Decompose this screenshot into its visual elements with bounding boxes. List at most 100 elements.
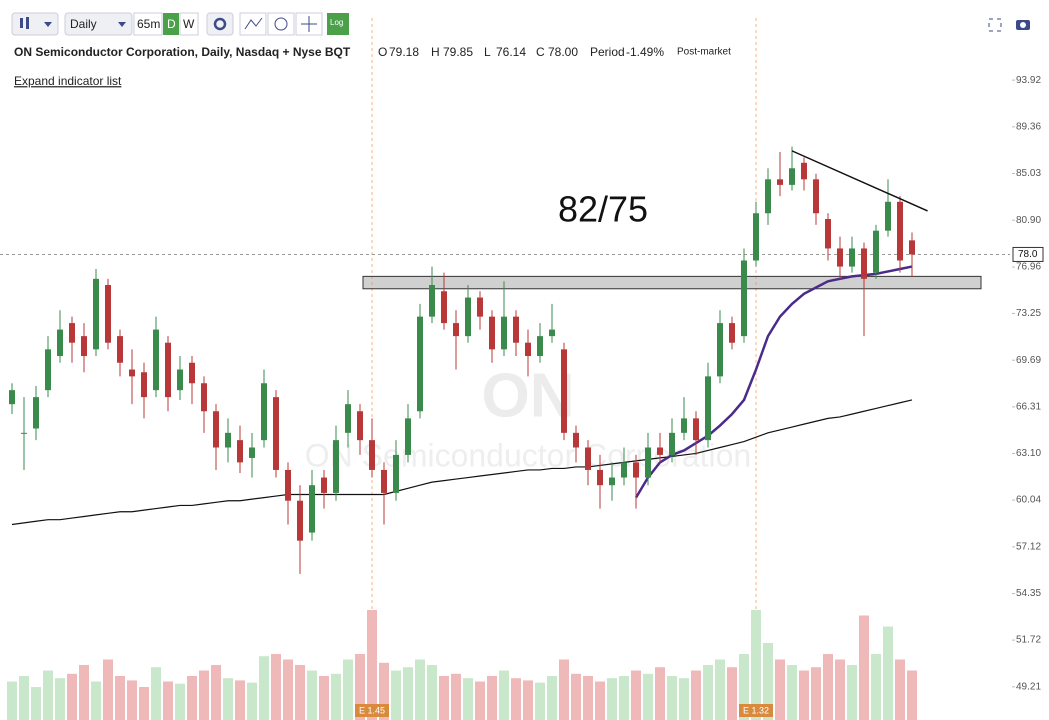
fullscreen-button[interactable] <box>988 18 1002 32</box>
day-button[interactable] <box>163 13 179 35</box>
volume-bar <box>67 673 77 720</box>
candle-body <box>561 349 567 433</box>
candle-body <box>237 440 243 463</box>
ohlc-key: H <box>431 45 440 59</box>
volume-bar <box>739 654 749 720</box>
settings-button[interactable] <box>206 12 234 36</box>
chart-title: ON Semiconductor Corporation, Daily, Nas… <box>14 45 351 59</box>
candle-body <box>81 336 87 357</box>
log-button[interactable] <box>327 13 349 35</box>
volume-bar <box>271 654 281 720</box>
y-tick-label: 73.25 <box>1016 308 1041 319</box>
volume-bar <box>151 667 161 720</box>
candle-body <box>357 411 363 441</box>
interval-select[interactable] <box>64 12 133 36</box>
volume-bar <box>391 670 401 720</box>
volume-bar <box>475 681 485 720</box>
y-tick-label: 80.90 <box>1016 215 1041 226</box>
event-badge <box>355 704 389 717</box>
candle-body <box>369 440 375 470</box>
volume-bar <box>715 659 725 720</box>
history-button[interactable] <box>267 12 295 36</box>
icon <box>44 22 52 27</box>
ohlc-value: 78.00 <box>548 45 578 59</box>
candle-body <box>417 316 423 412</box>
ohlc-value: 76.14 <box>496 45 526 59</box>
candle-body <box>741 260 747 337</box>
volume-bar <box>595 681 605 720</box>
volume-bar <box>127 680 137 720</box>
volume-bar <box>163 681 173 720</box>
volume-bar <box>295 665 305 720</box>
ohlc-key: Period <box>590 45 625 59</box>
candle-body <box>513 316 519 343</box>
volume-bar <box>259 656 269 720</box>
volume-bar <box>727 667 737 720</box>
volume-bar <box>79 665 89 720</box>
annotation: 82/75 <box>558 189 648 230</box>
volume-bar <box>763 643 773 720</box>
y-tick-label: 89.36 <box>1016 121 1041 132</box>
chart-type-button[interactable] <box>11 12 59 36</box>
volume-bar <box>283 659 293 720</box>
candle-body <box>69 323 75 343</box>
volume-bar <box>331 673 341 720</box>
volume-bar <box>607 678 617 720</box>
candle-body <box>609 477 615 486</box>
moving-average <box>11 399 913 526</box>
day-label: D <box>167 17 176 31</box>
minutes-button[interactable] <box>133 12 163 36</box>
volume-bar <box>19 676 29 720</box>
candle-body <box>693 418 699 441</box>
icon <box>1020 22 1026 28</box>
candle-body <box>621 462 627 478</box>
candle-body <box>777 179 783 185</box>
candle-body <box>705 376 711 441</box>
candle-body <box>129 369 135 377</box>
minutes-label: 65m <box>137 17 160 31</box>
volume-bar <box>307 670 317 720</box>
ohlc-readout: O 79.18 H 79.85 L 76.14 C 78.00 Period -1.49% <box>378 45 664 59</box>
session-label: Post-market <box>677 47 731 58</box>
volume-bar <box>235 680 245 720</box>
volume-bar <box>703 665 713 720</box>
y-tick-label: 85.03 <box>1016 168 1041 179</box>
candle-body <box>57 329 63 357</box>
icon <box>274 17 288 31</box>
volume-bar <box>655 667 665 720</box>
candle-body <box>837 248 843 267</box>
candle-body <box>345 404 351 433</box>
candle-body <box>33 397 39 429</box>
volume-bar <box>547 676 557 720</box>
support-zone <box>362 275 982 290</box>
volume-bar <box>523 680 533 720</box>
volume-bar <box>403 667 413 720</box>
candle-body <box>657 447 663 455</box>
candle-body <box>225 432 231 448</box>
interval-label: Daily <box>70 17 97 31</box>
candle-body <box>729 323 735 343</box>
volume-bar <box>31 687 41 720</box>
candle-body <box>549 329 555 337</box>
volume-bar <box>751 610 761 720</box>
y-tick-label: 57.12 <box>1016 542 1041 553</box>
week-button[interactable] <box>179 12 199 36</box>
volume-bar <box>667 676 677 720</box>
expand-indicators-link[interactable]: Expand indicator list <box>14 74 122 88</box>
volume-bar <box>343 659 353 720</box>
volume-bar <box>367 610 377 720</box>
candle-body <box>861 248 867 279</box>
candle-body <box>717 323 723 377</box>
volume-bar <box>487 676 497 720</box>
volume-bar <box>631 670 641 720</box>
candle-body <box>825 219 831 249</box>
candle-body <box>177 369 183 391</box>
icon <box>301 16 317 32</box>
event-label: E 1.32 <box>743 705 769 715</box>
draw-button[interactable] <box>239 12 267 36</box>
candle-body <box>21 432 27 434</box>
volume-bar <box>223 678 233 720</box>
trendline <box>791 150 928 212</box>
volume-bar <box>379 662 389 720</box>
